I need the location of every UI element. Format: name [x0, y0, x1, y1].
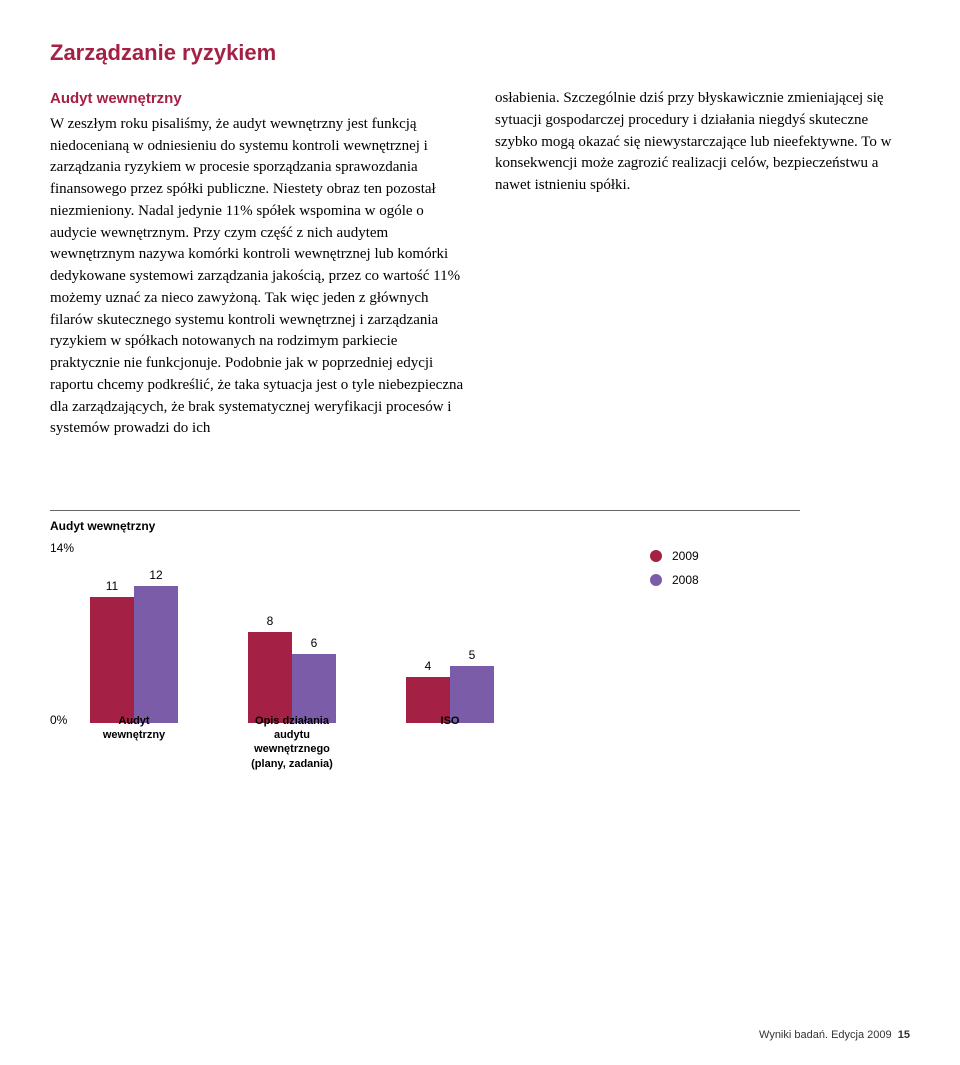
x-axis-label: ISO — [406, 714, 494, 771]
legend-label: 2009 — [672, 549, 699, 563]
column-left: Audyt wewnętrzny W zeszłym roku pisaliśm… — [50, 88, 465, 440]
x-axis-label: Opis działania audytu wewnętrznego (plan… — [248, 714, 336, 771]
footer-text: Wyniki badań. Edycja 2009 — [759, 1029, 892, 1041]
bar-value-label: 5 — [450, 648, 494, 662]
x-axis-label: Audyt wewnętrzny — [90, 714, 178, 771]
subsection-title: Audyt wewnętrzny — [50, 88, 465, 110]
bar-group: 1112 — [90, 586, 178, 723]
chart-title: Audyt wewnętrzny — [50, 519, 800, 533]
chart-wrap: 14% 0% 11128645 Audyt wewnętrznyOpis dzi… — [50, 541, 800, 771]
legend-item: 2009 — [650, 549, 699, 563]
bar-value-label: 12 — [134, 568, 178, 582]
section-title: Zarządzanie ryzykiem — [50, 40, 910, 66]
chart-area: 14% 0% 11128645 Audyt wewnętrznyOpis dzi… — [50, 541, 610, 771]
bars-row: 11128645 — [90, 563, 494, 723]
bar: 8 — [248, 632, 292, 723]
legend-label: 2008 — [672, 573, 699, 587]
legend-dot-icon — [650, 574, 662, 586]
column-right: osłabienia. Szczególnie dziś przy błyska… — [495, 88, 910, 440]
legend-item: 2008 — [650, 573, 699, 587]
bar: 6 — [292, 654, 336, 723]
bar-value-label: 11 — [90, 579, 134, 593]
y-axis-label-bottom: 0% — [50, 713, 67, 727]
bar: 11 — [90, 597, 134, 723]
body-columns: Audyt wewnętrzny W zeszłym roku pisaliśm… — [50, 88, 910, 440]
chart-section: Audyt wewnętrzny 14% 0% 11128645 Audyt w… — [50, 510, 800, 771]
bar: 12 — [134, 586, 178, 723]
chart-legend: 2009 2008 — [650, 549, 699, 597]
legend-dot-icon — [650, 550, 662, 562]
bar-value-label: 4 — [406, 659, 450, 673]
body-paragraph-1: W zeszłym roku pisaliśmy, że audyt wewnę… — [50, 114, 465, 440]
bar-group: 86 — [248, 632, 336, 723]
bar-value-label: 8 — [248, 614, 292, 628]
bar-value-label: 6 — [292, 636, 336, 650]
body-paragraph-2: osłabienia. Szczególnie dziś przy błyska… — [495, 88, 910, 197]
x-axis: Audyt wewnętrzny Opis działania audytu we… — [90, 714, 494, 771]
footer-page-number: 15 — [898, 1029, 910, 1041]
page-footer: Wyniki badań. Edycja 2009 15 — [759, 1029, 910, 1041]
y-axis-label-top: 14% — [50, 541, 74, 555]
